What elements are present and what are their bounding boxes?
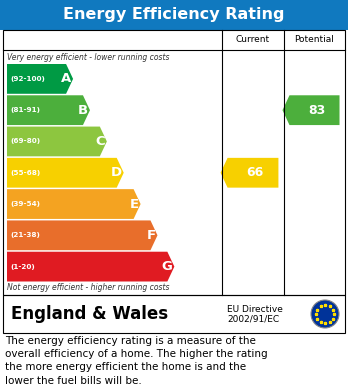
Text: G: G <box>161 260 172 273</box>
Polygon shape <box>7 221 158 250</box>
Text: F: F <box>147 229 156 242</box>
Polygon shape <box>7 95 90 125</box>
Text: (1-20): (1-20) <box>10 264 35 270</box>
Text: E: E <box>129 197 139 210</box>
Text: 83: 83 <box>308 104 325 117</box>
Text: (69-80): (69-80) <box>10 138 40 144</box>
Text: (92-100): (92-100) <box>10 76 45 82</box>
Text: D: D <box>111 166 122 179</box>
Polygon shape <box>7 189 141 219</box>
Text: The energy efficiency rating is a measure of the
overall efficiency of a home. T: The energy efficiency rating is a measur… <box>5 336 268 386</box>
Polygon shape <box>7 252 174 282</box>
Text: C: C <box>95 135 105 148</box>
Text: 2002/91/EC: 2002/91/EC <box>227 314 279 323</box>
Circle shape <box>311 300 339 328</box>
Text: EU Directive: EU Directive <box>227 305 283 314</box>
Text: B: B <box>78 104 88 117</box>
Text: (39-54): (39-54) <box>10 201 40 207</box>
Text: Energy Efficiency Rating: Energy Efficiency Rating <box>63 7 285 23</box>
Text: Potential: Potential <box>294 36 334 45</box>
Text: (21-38): (21-38) <box>10 232 40 239</box>
Bar <box>0 0 348 30</box>
Polygon shape <box>7 127 107 156</box>
Text: (55-68): (55-68) <box>10 170 40 176</box>
Polygon shape <box>7 158 124 188</box>
Text: England & Wales: England & Wales <box>11 305 168 323</box>
Text: Very energy efficient - lower running costs: Very energy efficient - lower running co… <box>7 53 169 62</box>
Text: A: A <box>61 72 71 85</box>
Polygon shape <box>283 95 340 125</box>
Bar <box>3 30 345 295</box>
Text: Not energy efficient - higher running costs: Not energy efficient - higher running co… <box>7 283 169 292</box>
Polygon shape <box>7 64 73 94</box>
Bar <box>3 295 345 333</box>
Text: Current: Current <box>236 36 270 45</box>
Polygon shape <box>221 158 278 188</box>
Text: (81-91): (81-91) <box>10 107 40 113</box>
Text: 66: 66 <box>246 166 264 179</box>
